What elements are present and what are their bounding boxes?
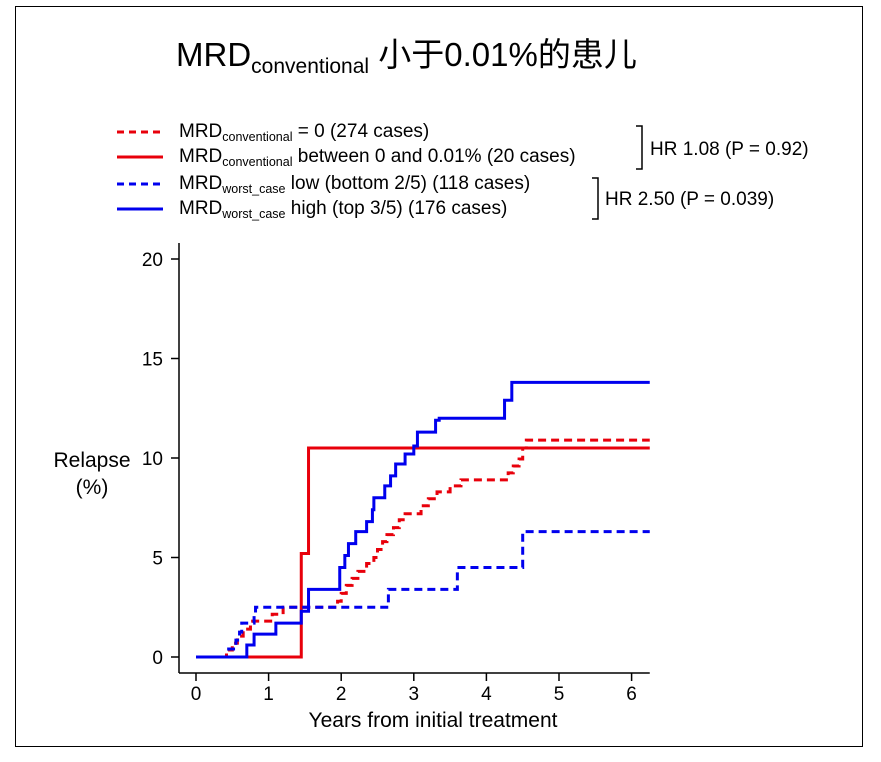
hazard-ratio-worst-case: HR 2.50 (P = 0.039)	[605, 189, 775, 210]
y-tick-label: 0	[152, 648, 163, 669]
title-prefix: MRD	[176, 36, 252, 73]
legend-label-2: MRDconventional between 0 and 0.01% (20 …	[179, 146, 576, 169]
x-axis-label: Years from initial treatment	[308, 709, 558, 732]
legend-swatch-3	[117, 182, 163, 186]
x-tick-label: 1	[263, 684, 274, 705]
legend-swatch-1	[117, 130, 163, 134]
y-axis-label: Relapse (%)	[53, 449, 131, 500]
x-tick-label: 5	[554, 684, 565, 705]
legend-swatch-4	[117, 207, 163, 211]
x-tick-label: 0	[191, 684, 202, 705]
x-tick-label: 3	[409, 684, 420, 705]
x-tick-label: 4	[481, 684, 492, 705]
chart-frame	[15, 6, 863, 747]
x-tick-label: 2	[336, 684, 347, 705]
legend-label-3: MRDworst_case low (bottom 2/5) (118 case…	[179, 173, 531, 196]
legend-label-4: MRDworst_case high (top 3/5) (176 cases)	[179, 198, 508, 221]
x-tick-label: 6	[626, 684, 637, 705]
chart-title: MRDconventional 小于0.01%的患儿	[176, 38, 637, 77]
y-tick-label: 15	[142, 350, 163, 371]
title-subscript: conventional	[251, 55, 370, 78]
series-line-4	[196, 380, 650, 659]
title-suffix: 小于0.01%的患儿	[369, 36, 637, 73]
series-line-1	[196, 438, 650, 659]
y-tick-label: 5	[152, 549, 163, 570]
y-tick-label: 20	[142, 250, 163, 271]
legend-swatch-2	[117, 155, 163, 159]
hazard-ratio-conventional: HR 1.08 (P = 0.92)	[650, 139, 809, 160]
legend-label-1: MRDconventional = 0 (274 cases)	[179, 121, 430, 144]
series-line-3	[196, 530, 650, 659]
series-line-2	[196, 446, 650, 659]
y-tick-label: 10	[142, 449, 163, 470]
